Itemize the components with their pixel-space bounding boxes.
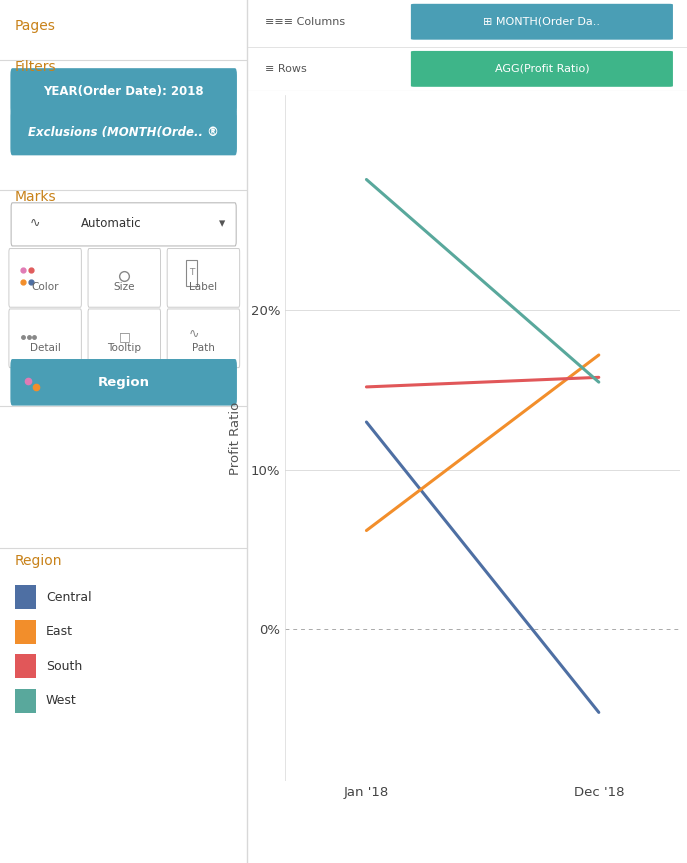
Text: Marks: Marks bbox=[15, 190, 56, 204]
Y-axis label: Profit Ratio: Profit Ratio bbox=[229, 401, 243, 475]
Bar bbox=[15, 654, 36, 678]
Text: ≡≡≡ Columns: ≡≡≡ Columns bbox=[265, 16, 345, 27]
Text: YEAR(Order Date): 2018: YEAR(Order Date): 2018 bbox=[43, 85, 204, 98]
FancyBboxPatch shape bbox=[167, 249, 240, 307]
FancyBboxPatch shape bbox=[10, 359, 237, 406]
Text: □: □ bbox=[119, 330, 131, 343]
Text: T: T bbox=[189, 268, 194, 277]
Text: West: West bbox=[46, 694, 76, 708]
Text: South: South bbox=[46, 659, 82, 673]
Text: Detail: Detail bbox=[30, 343, 60, 353]
Text: ∿: ∿ bbox=[30, 217, 40, 230]
Text: Central: Central bbox=[46, 590, 91, 604]
Text: Size: Size bbox=[113, 282, 135, 293]
Text: ⊞ MONTH(Order Da..: ⊞ MONTH(Order Da.. bbox=[484, 16, 600, 27]
Text: ∿: ∿ bbox=[189, 328, 199, 342]
Text: Path: Path bbox=[192, 343, 215, 353]
Text: ≡ Rows: ≡ Rows bbox=[265, 64, 306, 74]
Text: Exclusions (MONTH(Orde.. ®: Exclusions (MONTH(Orde.. ® bbox=[28, 125, 219, 139]
Text: ▾: ▾ bbox=[219, 217, 225, 230]
FancyBboxPatch shape bbox=[88, 249, 161, 307]
FancyBboxPatch shape bbox=[10, 68, 237, 115]
Text: Pages: Pages bbox=[15, 19, 56, 33]
Text: AGG(Profit Ratio): AGG(Profit Ratio) bbox=[495, 64, 589, 74]
FancyBboxPatch shape bbox=[411, 3, 673, 40]
Text: Region: Region bbox=[98, 375, 150, 389]
FancyBboxPatch shape bbox=[411, 51, 673, 87]
Bar bbox=[15, 585, 36, 609]
FancyBboxPatch shape bbox=[10, 109, 237, 155]
Bar bbox=[15, 620, 36, 644]
FancyBboxPatch shape bbox=[88, 309, 161, 368]
FancyBboxPatch shape bbox=[9, 249, 81, 307]
Text: East: East bbox=[46, 625, 73, 639]
FancyBboxPatch shape bbox=[167, 309, 240, 368]
Text: Filters: Filters bbox=[15, 60, 56, 74]
Text: Region: Region bbox=[15, 554, 63, 568]
Text: Label: Label bbox=[190, 282, 218, 293]
Text: Automatic: Automatic bbox=[81, 217, 142, 230]
FancyBboxPatch shape bbox=[9, 309, 81, 368]
Text: Color: Color bbox=[32, 282, 59, 293]
Bar bbox=[15, 689, 36, 713]
Text: Tooltip: Tooltip bbox=[107, 343, 142, 353]
FancyBboxPatch shape bbox=[11, 203, 236, 246]
